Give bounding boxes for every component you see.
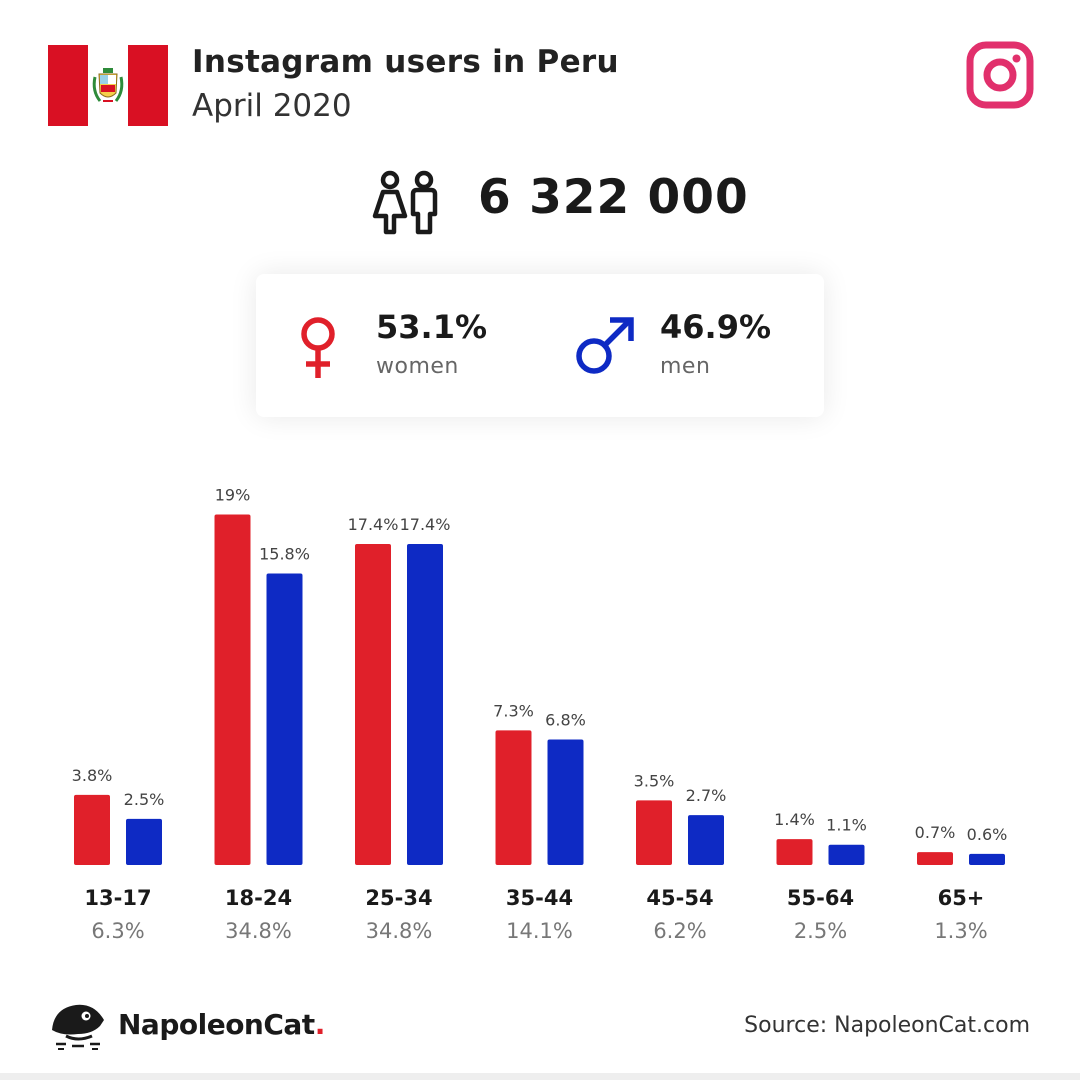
data-label-women-25-34: 17.4% [348, 515, 399, 534]
data-label-women-55-64: 1.4% [774, 810, 815, 829]
users-icon [372, 170, 438, 235]
bar-men-45-54 [688, 815, 724, 865]
bar-men-25-34 [407, 543, 443, 865]
data-label-men-65+: 0.6% [967, 825, 1008, 844]
category-label-35-44: 35-44 [506, 886, 573, 910]
gender-split-card: 53.1% women 46.9% men [256, 274, 824, 417]
data-label-women-45-54: 3.5% [634, 771, 675, 790]
source-text: Source: NapoleonCat.com [744, 1013, 1030, 1038]
category-label-13-17: 13-17 [84, 886, 151, 910]
total-users-value: 6 322 000 [478, 170, 749, 225]
chart-title: Instagram users in Peru [192, 44, 619, 80]
women-percent: 53.1% [376, 308, 488, 346]
venus-icon [301, 317, 335, 378]
data-label-women-18-24: 19% [215, 485, 251, 504]
brand-name: NapoleonCat. [118, 1008, 325, 1041]
bar-men-65+ [969, 853, 1005, 865]
category-label-45-54: 45-54 [646, 886, 713, 910]
brand-name-text: NapoleonCat [118, 1008, 315, 1041]
data-label-men-13-17: 2.5% [124, 790, 165, 809]
bar-women-55-64 [776, 839, 813, 865]
bar-women-25-34 [355, 543, 391, 865]
bar-men-18-24 [266, 573, 303, 865]
bar-women-35-44 [495, 730, 532, 865]
data-label-women-65+: 0.7% [915, 823, 956, 842]
data-label-men-35-44: 6.8% [545, 711, 586, 730]
category-label-18-24: 18-24 [225, 886, 292, 910]
age-gender-bar-chart: 3.8% 2.5% 13-17 6.3% 19% 15.8% 18-24 34.8% 17.4%… [72, 485, 1008, 943]
data-label-women-13-17: 3.8% [72, 766, 113, 785]
category-total-13-17: 6.3% [91, 919, 144, 943]
napoleoncat-logo-icon [52, 1004, 104, 1050]
mars-icon [576, 317, 634, 374]
data-label-men-25-34: 17.4% [400, 515, 451, 534]
data-label-women-35-44: 7.3% [493, 701, 534, 720]
bar-men-13-17 [126, 818, 162, 865]
category-label-55-64: 55-64 [787, 886, 854, 910]
instagram-icon [966, 41, 1034, 109]
brand-dot: . [314, 1008, 326, 1041]
bar-men-35-44 [547, 739, 584, 865]
data-label-men-45-54: 2.7% [686, 786, 727, 805]
category-total-55-64: 2.5% [794, 919, 847, 943]
men-label: men [660, 354, 711, 379]
category-label-25-34: 25-34 [365, 886, 432, 910]
peru-flag-icon [48, 45, 168, 126]
category-total-45-54: 6.2% [653, 919, 706, 943]
bar-women-65+ [917, 852, 953, 865]
data-label-men-18-24: 15.8% [259, 544, 310, 563]
men-percent: 46.9% [660, 308, 772, 346]
bar-women-13-17 [74, 794, 110, 865]
bar-men-55-64 [828, 844, 865, 865]
bar-women-45-54 [636, 800, 672, 865]
category-total-65+: 1.3% [934, 919, 987, 943]
data-label-men-55-64: 1.1% [826, 816, 867, 835]
category-label-65+: 65+ [938, 886, 985, 910]
bar-women-18-24 [214, 514, 251, 865]
chart-subtitle: April 2020 [192, 88, 352, 124]
category-total-35-44: 14.1% [506, 919, 573, 943]
bottom-strip [0, 1073, 1080, 1080]
category-total-25-34: 34.8% [366, 919, 433, 943]
women-label: women [376, 354, 459, 379]
category-total-18-24: 34.8% [225, 919, 292, 943]
